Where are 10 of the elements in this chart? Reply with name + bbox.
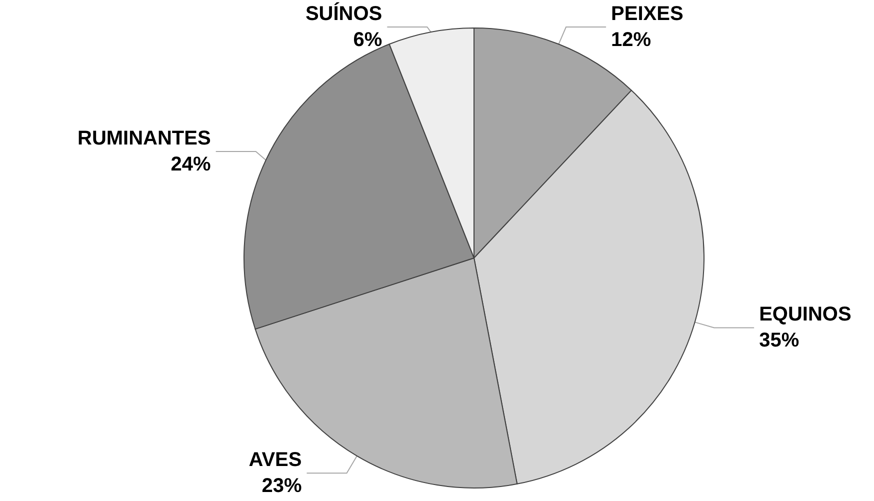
slice-label: EQUINOS xyxy=(759,304,852,326)
data-label: 24% xyxy=(170,154,212,176)
data-label: 12% xyxy=(611,29,652,51)
slice-label: SUÍNOS xyxy=(305,2,382,25)
data-label: 6% xyxy=(353,29,382,51)
slice-label: PEIXES xyxy=(611,3,684,25)
slice-label: RUMINANTES xyxy=(78,128,211,150)
data-label: 23% xyxy=(262,475,302,498)
data-label: 35% xyxy=(759,330,800,352)
slice-label: AVES xyxy=(248,449,302,472)
